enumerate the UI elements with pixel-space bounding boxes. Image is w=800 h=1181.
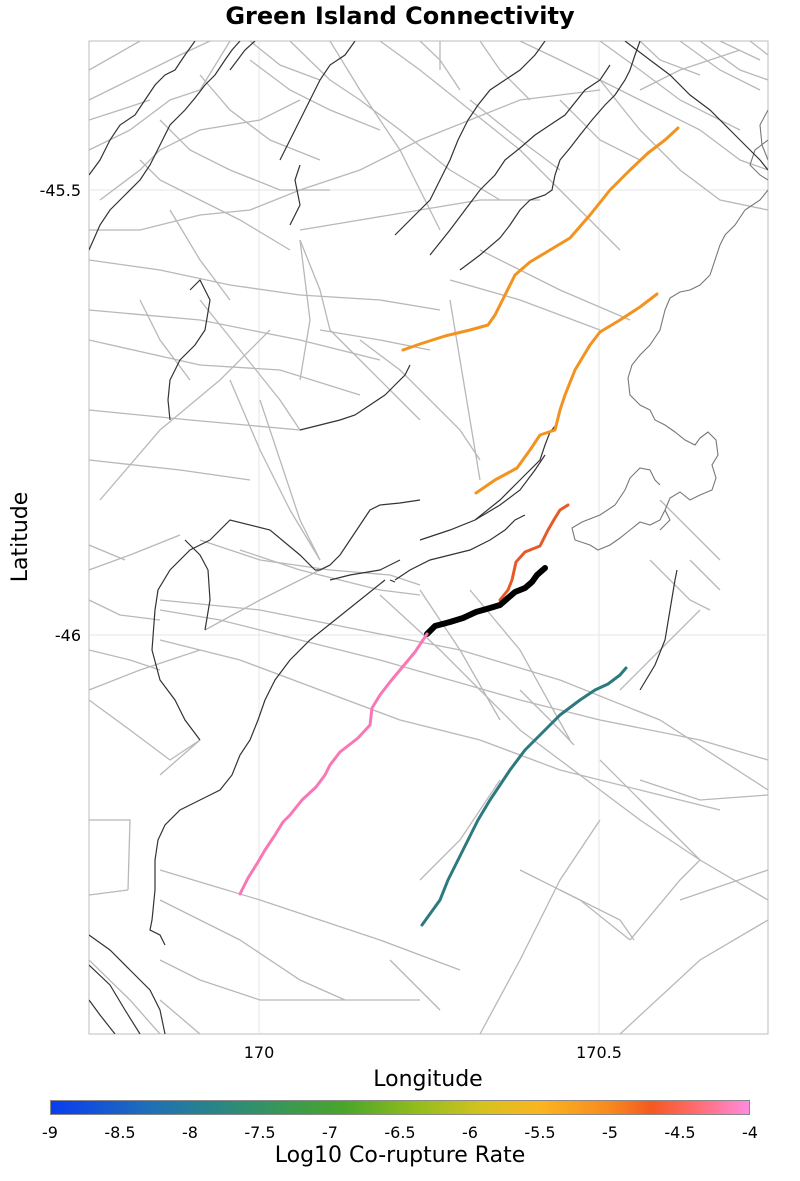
colorbar-tick-label: -6.5: [384, 1123, 416, 1142]
colorbar-tick-label: -5: [602, 1123, 618, 1142]
orange-fault-south: [474, 292, 659, 495]
colorbar-tick-label: -4: [742, 1123, 758, 1142]
y-tick-labels: -45.5 -46: [40, 181, 81, 645]
colorbar: [50, 1100, 750, 1115]
map-title: Green Island Connectivity: [225, 2, 575, 30]
map-figure: 170 170.5 -45.5 -46 Longitude Latitude: [8, 40, 769, 1092]
x-tick-labels: 170 170.5: [244, 1043, 622, 1062]
x-axis-label: Longitude: [373, 1067, 482, 1092]
colorbar-tick-label: -9: [42, 1123, 58, 1142]
x-tick-label: 170: [244, 1043, 275, 1062]
corupture-faults: [238, 126, 680, 927]
colorbar-tick-label: -8.5: [104, 1123, 136, 1142]
x-tick-label: 170.5: [576, 1043, 622, 1062]
y-tick-label: -45.5: [40, 181, 81, 200]
teal-fault: [420, 666, 628, 927]
orange-fault-north: [401, 126, 680, 352]
red-fault: [498, 503, 570, 602]
coastline: [571, 109, 768, 551]
colorbar-tick-label: -8: [182, 1123, 198, 1142]
pink-fault: [238, 632, 429, 896]
y-axis-label: Latitude: [8, 492, 33, 583]
colorbar-tick-label: -6: [462, 1123, 478, 1142]
y-tick-label: -46: [55, 626, 81, 645]
selected-fault: [424, 565, 548, 637]
background-faults: [89, 41, 768, 1034]
colorbar-tick-label: -4.5: [664, 1123, 696, 1142]
dark-faults: [89, 41, 768, 1034]
colorbar-tick-label: -7.5: [244, 1123, 276, 1142]
colorbar-label: Log10 Co-rupture Rate: [274, 1143, 526, 1168]
colorbar-tick-label: -7: [322, 1123, 338, 1142]
colorbar-tick-label: -5.5: [524, 1123, 556, 1142]
